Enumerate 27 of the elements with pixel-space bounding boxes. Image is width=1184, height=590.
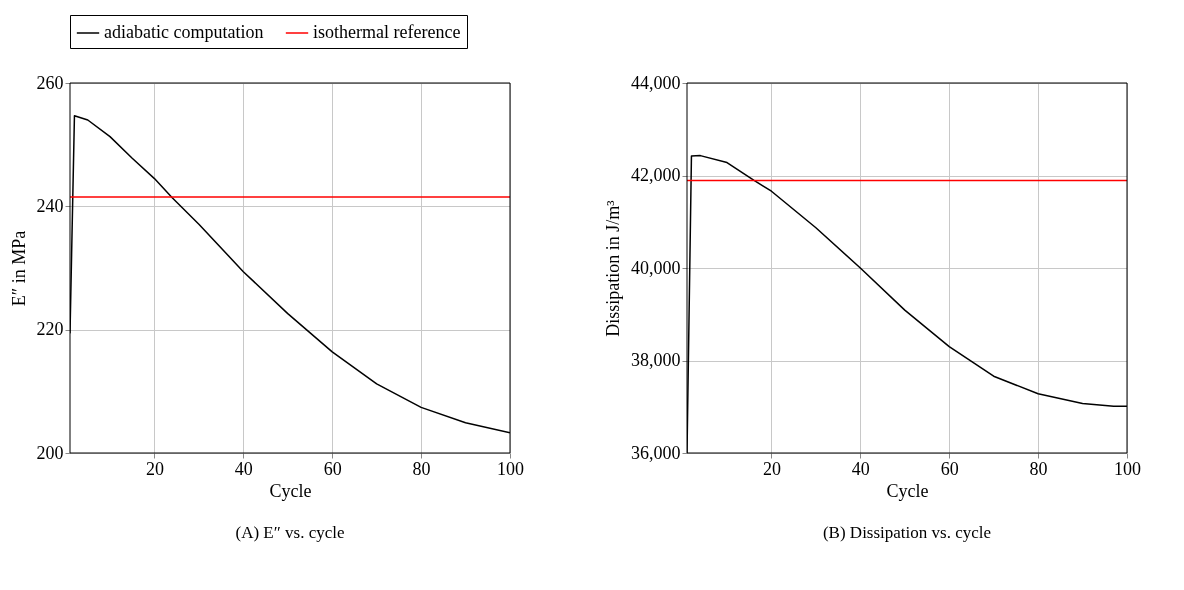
y-tick-label: 240	[36, 195, 64, 216]
x-tick-label: 20	[762, 458, 781, 479]
x-tick-label: 60	[940, 458, 959, 479]
x-tick-label: 20	[145, 458, 164, 479]
x-tick-label: 80	[412, 458, 431, 479]
y-tick-label: 260	[36, 72, 64, 93]
y-axis-title: E″ in MPa	[8, 230, 29, 307]
x-tick-label: 60	[323, 458, 342, 479]
y-tick-label: 40,000	[631, 257, 681, 278]
x-tick-label: 100	[1114, 458, 1141, 479]
y-tick-label: 44,000	[631, 72, 681, 93]
x-tick-label: 100	[497, 458, 524, 479]
x-axis-title: Cycle	[269, 480, 312, 501]
text: (B) Dissipation vs. cycle	[822, 523, 992, 542]
x-tick-label: 80	[1029, 458, 1048, 479]
legend-label: adiabatic computation	[104, 22, 264, 42]
y-tick-label: 220	[36, 319, 64, 340]
x-tick-label: 40	[851, 458, 870, 479]
text: (A) E″ vs. cycle	[235, 523, 345, 542]
legend-label: isothermal reference	[313, 22, 461, 42]
y-tick-label: 200	[36, 442, 64, 463]
y-axis-title: Dissipation in J/m³	[603, 199, 623, 337]
x-axis-title: Cycle	[886, 480, 929, 501]
x-tick-label: 40	[234, 458, 253, 479]
y-tick-label: 42,000	[631, 165, 681, 185]
y-tick-label: 36,000	[631, 442, 681, 463]
y-tick-label: 38,000	[631, 350, 681, 370]
